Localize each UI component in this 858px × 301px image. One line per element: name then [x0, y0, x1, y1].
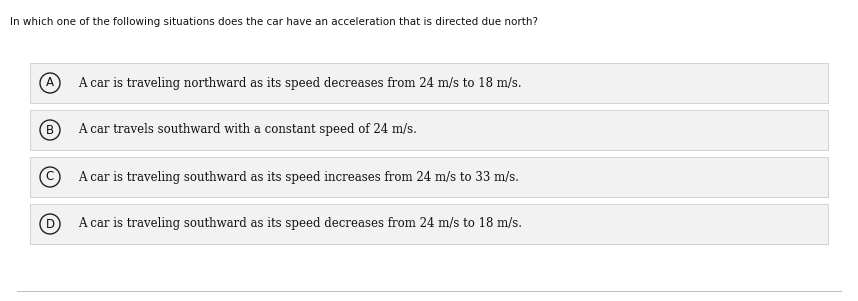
Text: D: D: [45, 218, 55, 231]
Text: A car is traveling northward as its speed decreases from 24 m/s to 18 m/s.: A car is traveling northward as its spee…: [78, 76, 522, 89]
Text: B: B: [46, 123, 54, 136]
FancyBboxPatch shape: [30, 63, 828, 103]
Text: In which one of the following situations does the car have an acceleration that : In which one of the following situations…: [10, 17, 538, 27]
Text: A car travels southward with a constant speed of 24 m/s.: A car travels southward with a constant …: [78, 123, 417, 136]
FancyBboxPatch shape: [30, 157, 828, 197]
Text: C: C: [45, 170, 54, 184]
FancyBboxPatch shape: [30, 110, 828, 150]
Text: A car is traveling southward as its speed decreases from 24 m/s to 18 m/s.: A car is traveling southward as its spee…: [78, 218, 522, 231]
FancyBboxPatch shape: [30, 204, 828, 244]
Text: A car is traveling southward as its speed increases from 24 m/s to 33 m/s.: A car is traveling southward as its spee…: [78, 170, 519, 184]
Text: A: A: [46, 76, 54, 89]
